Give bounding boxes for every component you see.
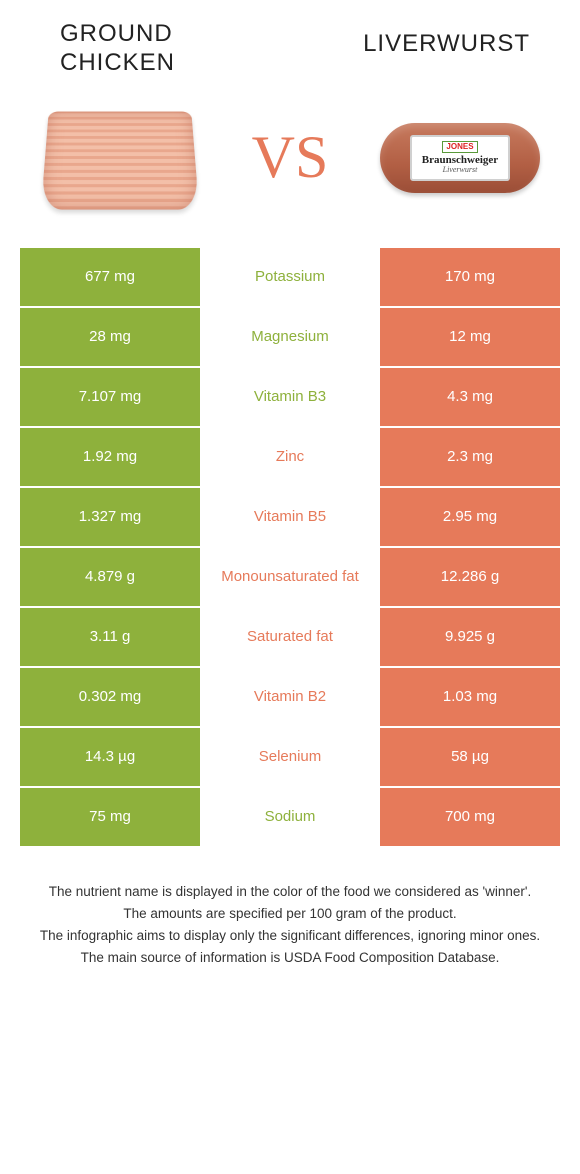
footnote-line: The main source of information is USDA F…: [36, 948, 544, 968]
table-row: 677 mgPotassium170 mg: [20, 248, 560, 306]
nutrient-label-cell: Potassium: [200, 248, 380, 306]
table-row: 28 mgMagnesium12 mg: [20, 308, 560, 366]
nutrient-label-cell: Vitamin B2: [200, 668, 380, 726]
table-row: 4.879 gMonounsaturated fat12.286 g: [20, 548, 560, 606]
sausage-brand: JONES: [442, 141, 477, 153]
ground-chicken-image: [40, 98, 200, 218]
vs-label: VS: [252, 123, 329, 192]
right-value-cell: 9.925 g: [380, 608, 560, 666]
table-row: 14.3 µgSelenium58 µg: [20, 728, 560, 786]
nutrient-label-cell: Monounsaturated fat: [200, 548, 380, 606]
right-value-cell: 2.3 mg: [380, 428, 560, 486]
right-value-cell: 12.286 g: [380, 548, 560, 606]
right-value-cell: 170 mg: [380, 248, 560, 306]
left-value-cell: 7.107 mg: [20, 368, 200, 426]
nutrient-label-cell: Saturated fat: [200, 608, 380, 666]
liverwurst-image: JONES Braunschweiger Liverwurst: [380, 98, 540, 218]
comparison-table: 677 mgPotassium170 mg28 mgMagnesium12 mg…: [20, 248, 560, 846]
right-value-cell: 58 µg: [380, 728, 560, 786]
nutrient-label-cell: Vitamin B3: [200, 368, 380, 426]
right-food-title: LIVERWURST: [295, 20, 550, 59]
footnote-line: The amounts are specified per 100 gram o…: [36, 904, 544, 924]
nutrient-label-cell: Selenium: [200, 728, 380, 786]
left-value-cell: 3.11 g: [20, 608, 200, 666]
right-value-cell: 1.03 mg: [380, 668, 560, 726]
left-food-title: GROUND CHICKEN: [30, 20, 295, 78]
footnotes: The nutrient name is displayed in the co…: [20, 882, 560, 991]
sausage-package-label: JONES Braunschweiger Liverwurst: [410, 135, 510, 181]
infographic-container: GROUND CHICKEN LIVERWURST VS JONES Braun…: [0, 0, 580, 991]
left-value-cell: 4.879 g: [20, 548, 200, 606]
left-value-cell: 677 mg: [20, 248, 200, 306]
table-row: 3.11 gSaturated fat9.925 g: [20, 608, 560, 666]
table-row: 7.107 mgVitamin B34.3 mg: [20, 368, 560, 426]
left-value-cell: 14.3 µg: [20, 728, 200, 786]
left-value-cell: 1.92 mg: [20, 428, 200, 486]
nutrient-label-cell: Sodium: [200, 788, 380, 846]
right-value-cell: 12 mg: [380, 308, 560, 366]
images-row: VS JONES Braunschweiger Liverwurst: [20, 98, 560, 218]
footnote-line: The nutrient name is displayed in the co…: [36, 882, 544, 902]
table-row: 1.92 mgZinc2.3 mg: [20, 428, 560, 486]
nutrient-label-cell: Vitamin B5: [200, 488, 380, 546]
table-row: 0.302 mgVitamin B21.03 mg: [20, 668, 560, 726]
right-value-cell: 4.3 mg: [380, 368, 560, 426]
footnote-line: The infographic aims to display only the…: [36, 926, 544, 946]
left-value-cell: 75 mg: [20, 788, 200, 846]
sausage-sub-label: Liverwurst: [443, 166, 478, 174]
left-value-cell: 1.327 mg: [20, 488, 200, 546]
header: GROUND CHICKEN LIVERWURST: [20, 20, 560, 78]
table-row: 75 mgSodium700 mg: [20, 788, 560, 846]
right-value-cell: 700 mg: [380, 788, 560, 846]
table-row: 1.327 mgVitamin B52.95 mg: [20, 488, 560, 546]
left-value-cell: 28 mg: [20, 308, 200, 366]
left-value-cell: 0.302 mg: [20, 668, 200, 726]
right-value-cell: 2.95 mg: [380, 488, 560, 546]
nutrient-label-cell: Zinc: [200, 428, 380, 486]
nutrient-label-cell: Magnesium: [200, 308, 380, 366]
